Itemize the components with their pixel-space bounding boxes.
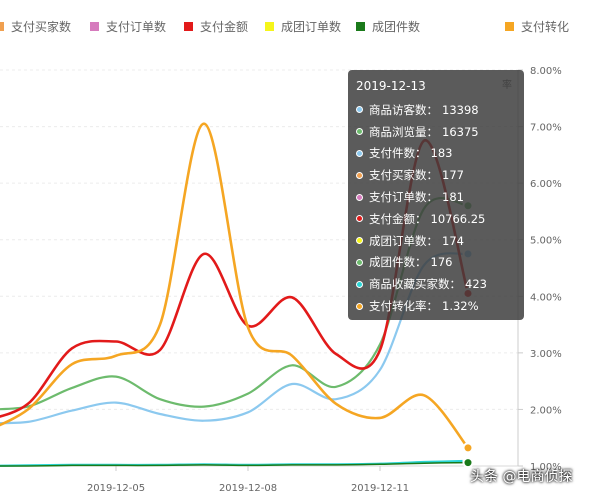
tooltip-rows: 商品访客数： 13398 商品浏览量： 16375 支付件数： 183 支付买家数： 177 支… bbox=[356, 99, 516, 317]
tooltip-dot-icon bbox=[356, 280, 363, 288]
tooltip-row: 成团件数： 176 bbox=[356, 252, 516, 274]
watermark: 头条 @电商侦探 bbox=[470, 469, 573, 485]
tooltip-row: 商品收藏买家数： 423 bbox=[356, 273, 516, 295]
tooltip-row: 支付订单数： 181 bbox=[356, 186, 516, 208]
tooltip-row: 支付买家数： 177 bbox=[356, 164, 516, 186]
tooltip-value: 177 bbox=[442, 168, 464, 183]
legend: 支付买家数 支付订单数 支付金额 成团订单数 成团件数 支付转化 bbox=[0, 19, 569, 34]
tooltip-label: 商品浏览量： bbox=[369, 124, 438, 139]
x-tick-label: 2019-12-05 bbox=[87, 483, 145, 494]
legend-swatch[interactable] bbox=[505, 22, 514, 31]
series-line-conversion bbox=[0, 122, 470, 450]
tooltip-value: 174 bbox=[442, 233, 464, 248]
x-axis: 2019-12-05 2019-12-08 2019-12-11 bbox=[0, 465, 518, 494]
tooltip-value: 10766.25 bbox=[430, 211, 486, 226]
tooltip-label: 商品收藏买家数： bbox=[369, 277, 461, 292]
tooltip-row: 支付金额： 10766.25 bbox=[356, 208, 516, 230]
y-tick-label: 8.00% bbox=[530, 66, 562, 77]
tooltip-label: 商品访客数： bbox=[369, 102, 438, 117]
y-tick-label: 7.00% bbox=[530, 123, 562, 134]
y-tick-label: 4.00% bbox=[530, 292, 562, 303]
y-tick-label: 1.00% bbox=[530, 462, 562, 473]
legend-swatch[interactable] bbox=[356, 22, 365, 31]
tooltip-label: 成团订单数： bbox=[369, 233, 438, 248]
legend-label[interactable]: 支付订单数 bbox=[106, 19, 166, 34]
x-tick-label: 2019-12-11 bbox=[351, 483, 409, 494]
tooltip-label: 支付金额： bbox=[369, 211, 427, 226]
legend-label[interactable]: 支付转化 bbox=[521, 19, 569, 34]
legend-label[interactable]: 支付金额 bbox=[200, 19, 248, 34]
tooltip-row: 商品浏览量： 16375 bbox=[356, 121, 516, 143]
tooltip-label: 支付买家数： bbox=[369, 168, 438, 183]
tooltip-value: 13398 bbox=[442, 102, 479, 117]
tooltip-dot-icon bbox=[356, 193, 363, 201]
legend-label[interactable]: 成团订单数 bbox=[281, 19, 341, 34]
tooltip-row: 支付转化率： 1.32% bbox=[356, 295, 516, 317]
tooltip-dot-icon bbox=[356, 237, 363, 245]
tooltip-value: 181 bbox=[442, 190, 464, 205]
tooltip-value: 16375 bbox=[442, 124, 479, 139]
legend-swatch[interactable] bbox=[0, 22, 4, 31]
tooltip-row: 支付件数： 183 bbox=[356, 143, 516, 165]
y-tick-label: 5.00% bbox=[530, 236, 562, 247]
tooltip-dot-icon bbox=[356, 149, 363, 157]
tooltip-value: 176 bbox=[430, 255, 453, 270]
tooltip-label: 支付件数： bbox=[369, 146, 427, 161]
tooltip-row: 商品访客数： 13398 bbox=[356, 99, 516, 121]
legend-swatch[interactable] bbox=[184, 22, 193, 31]
legend-label[interactable]: 支付买家数 bbox=[11, 19, 71, 34]
tooltip-value: 423 bbox=[465, 277, 487, 292]
tooltip-dot-icon bbox=[356, 106, 363, 114]
hover-marker-conversion bbox=[462, 442, 474, 454]
legend-label[interactable]: 成团件数 bbox=[372, 19, 420, 34]
legend-swatch[interactable] bbox=[90, 22, 99, 31]
hover-marker-orders bbox=[462, 457, 474, 469]
tooltip-label: 成团件数： bbox=[369, 255, 427, 270]
tooltip-value: 1.32% bbox=[442, 299, 479, 314]
tooltip-dot-icon bbox=[356, 258, 363, 266]
tooltip: 2019-12-13 商品访客数： 13398 商品浏览量： 16375 支付件数： 18… bbox=[348, 70, 524, 320]
tooltip-dot-icon bbox=[356, 128, 363, 136]
tooltip-row: 成团订单数： 174 bbox=[356, 230, 516, 252]
tooltip-dot-icon bbox=[356, 215, 363, 223]
tooltip-label: 支付转化率： bbox=[369, 299, 438, 314]
series-line-uv bbox=[0, 252, 470, 425]
y-tick-label: 2.00% bbox=[530, 405, 562, 416]
series-line-orders bbox=[0, 461, 469, 467]
legend-swatch[interactable] bbox=[265, 22, 274, 31]
tooltip-date: 2019-12-13 bbox=[356, 79, 426, 93]
y-tick-label: 3.00% bbox=[530, 349, 562, 360]
tooltip-dot-icon bbox=[356, 171, 363, 179]
tooltip-value: 183 bbox=[430, 146, 453, 161]
y-tick-label: 6.00% bbox=[530, 179, 562, 190]
tooltip-dot-icon bbox=[356, 302, 363, 310]
tooltip-label: 支付订单数： bbox=[369, 190, 438, 205]
x-tick-label: 2019-12-08 bbox=[219, 483, 277, 494]
